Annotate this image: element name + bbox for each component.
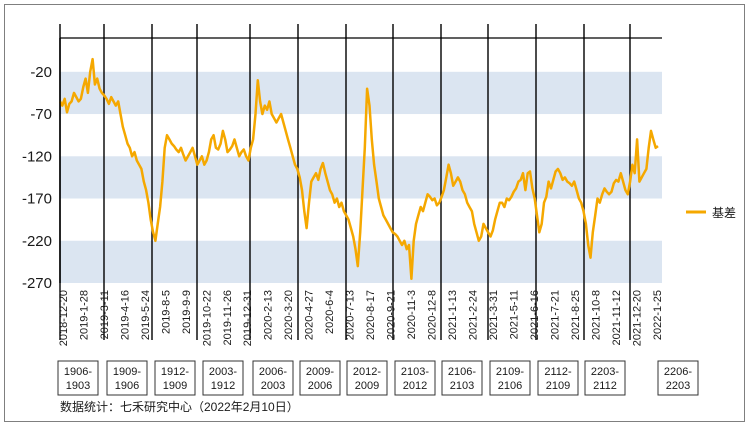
grid-bands bbox=[60, 71, 662, 283]
axes bbox=[59, 37, 662, 283]
grid-band-1 bbox=[60, 156, 662, 199]
y-tick-label: -70 bbox=[30, 106, 52, 123]
x-tick-label: 2021-5-11 bbox=[509, 290, 521, 339]
x-tick-label: 2020-9-21 bbox=[386, 290, 398, 340]
contract-label: 2206-2203 bbox=[664, 366, 692, 392]
x-tick-label: 2021-7-21 bbox=[550, 290, 562, 340]
contract-label-box bbox=[346, 360, 388, 396]
x-tick-label: 2020-12-8 bbox=[427, 290, 439, 340]
contract-label: 2103-2012 bbox=[401, 366, 429, 392]
contract-label-box bbox=[106, 360, 148, 396]
legend: 基差 bbox=[686, 206, 736, 220]
contract-label-box bbox=[489, 360, 531, 396]
y-tick-label: -170 bbox=[22, 191, 52, 208]
x-tick-label: 2020-7-13 bbox=[345, 290, 357, 340]
y-axis-ticks: -20 -70 -120 -170 -220 -270 bbox=[22, 64, 52, 292]
x-tick-label: 2019-12-31 bbox=[242, 290, 254, 346]
x-tick-label: 2020-11-3 bbox=[406, 290, 418, 339]
x-tick-label: 2019-8-5 bbox=[160, 290, 172, 334]
x-axis-ticks: 2018-12-20 2019-1-28 2019-3-11 2019-4-16 201… bbox=[58, 290, 664, 346]
x-tick-label: 2021-6-16 bbox=[529, 290, 541, 340]
contract-label-box bbox=[57, 360, 99, 396]
x-tick-label: 2020-8-17 bbox=[365, 290, 377, 340]
x-tick-label: 2019-9-9 bbox=[181, 290, 193, 334]
x-tick-label: 2019-1-28 bbox=[78, 290, 90, 340]
contract-label: 2009-2006 bbox=[306, 366, 334, 392]
contract-label-box bbox=[252, 360, 294, 396]
series-line-basis bbox=[58, 57, 659, 281]
contract-label: 2003-1912 bbox=[209, 366, 237, 392]
legend-label: 基差 bbox=[712, 206, 736, 220]
contract-label-box bbox=[537, 360, 579, 396]
grid-band-2 bbox=[60, 240, 662, 283]
x-tick-label: 2019-3-11 bbox=[99, 290, 111, 339]
x-tick-label: 2021-1-13 bbox=[447, 290, 459, 340]
contract-label: 1906-1903 bbox=[64, 366, 92, 392]
y-tick-label: -220 bbox=[22, 233, 52, 250]
x-tick-label: 2019-10-22 bbox=[201, 290, 213, 346]
contract-label: 2006-2003 bbox=[259, 366, 287, 392]
contract-label: 1909-1906 bbox=[113, 366, 141, 392]
x-tick-label: 2020-6-4 bbox=[324, 290, 336, 334]
x-tick-label: 2021-2-24 bbox=[468, 290, 480, 340]
contract-label-box bbox=[394, 360, 436, 396]
contract-label: 2109-2106 bbox=[496, 366, 524, 392]
contract-label: 2012-2009 bbox=[353, 366, 381, 392]
x-tick-label: 2021-12-20 bbox=[631, 290, 643, 346]
contract-label-box bbox=[441, 360, 483, 396]
contract-labels: 1906-1903 1909-1906 1912-1909 2003-1912 2006… bbox=[57, 360, 699, 396]
contract-label: 2106-2103 bbox=[448, 366, 476, 392]
y-tick-label: -120 bbox=[22, 148, 52, 165]
x-tick-label: 2019-5-24 bbox=[140, 290, 152, 340]
contract-label-box bbox=[584, 360, 626, 396]
x-tick-label: 2020-4-27 bbox=[304, 290, 316, 340]
x-tick-label: 2020-2-13 bbox=[263, 290, 275, 340]
contract-label: 2203-2112 bbox=[591, 366, 619, 392]
x-tick-label: 2021-10-8 bbox=[591, 290, 603, 340]
contract-label: 2112-2109 bbox=[544, 366, 572, 392]
x-tick-label: 2021-8-25 bbox=[570, 290, 582, 340]
contract-label-box bbox=[657, 360, 699, 396]
contract-split-lines bbox=[59, 24, 631, 340]
x-tick-label: 2021-3-31 bbox=[488, 290, 500, 340]
y-tick-label: -270 bbox=[22, 275, 52, 292]
x-tick-label: 2019-11-26 bbox=[222, 290, 234, 345]
contract-label-box bbox=[202, 360, 244, 396]
y-tick-label: -20 bbox=[30, 64, 52, 81]
contract-label-box bbox=[299, 360, 341, 396]
x-tick-label: 2020-3-20 bbox=[283, 290, 295, 340]
grid-band-0 bbox=[60, 71, 662, 115]
x-tick-label: 2022-1-25 bbox=[652, 290, 664, 340]
x-tick-label: 2019-4-16 bbox=[119, 290, 131, 340]
contract-label: 1912-1909 bbox=[161, 366, 189, 392]
source-note: 数据统计：七禾研究中心（2022年2月10日） bbox=[60, 399, 299, 414]
contract-label-box bbox=[154, 360, 196, 396]
x-tick-label: 2018-12-20 bbox=[58, 290, 70, 346]
x-tick-label: 2021-11-12 bbox=[611, 290, 623, 345]
